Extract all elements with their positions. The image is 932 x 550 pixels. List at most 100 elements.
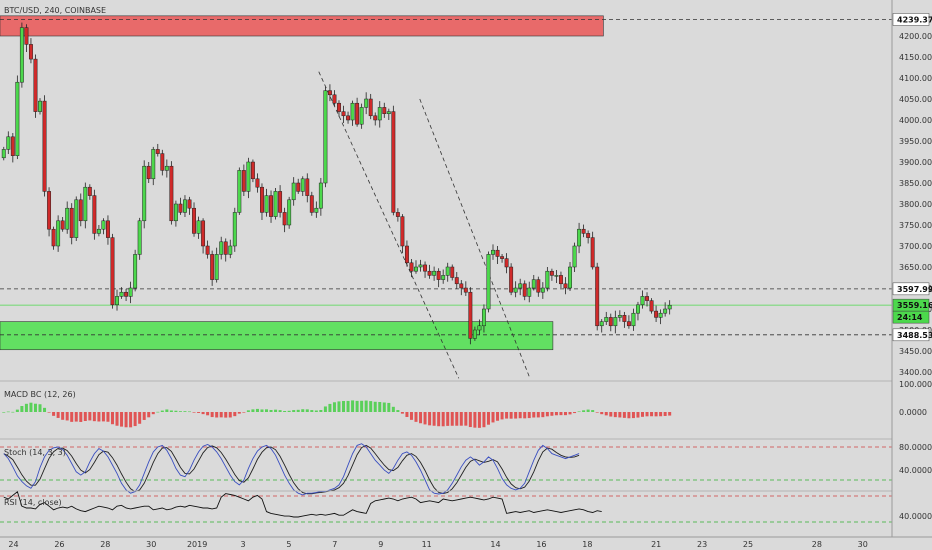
candle [232, 207, 237, 252]
candle-body [106, 220, 110, 238]
candle-body [83, 186, 88, 222]
candle [504, 253, 509, 274]
candle-body [210, 254, 215, 280]
candle [513, 281, 518, 298]
candle-body [246, 161, 251, 192]
candle-body [636, 304, 640, 314]
candle [151, 146, 156, 186]
macd-bar [337, 401, 341, 412]
macd-bar [604, 412, 608, 416]
candle-body [119, 291, 124, 297]
candle-body [631, 312, 636, 327]
date-tick-label: 21 [651, 540, 661, 549]
candle-body [151, 149, 156, 180]
macd-bar [47, 412, 51, 413]
candle [622, 311, 627, 328]
macd-bar [650, 412, 654, 417]
candle-body [599, 321, 604, 327]
macd-bar [346, 400, 350, 412]
macd-bar [260, 409, 264, 412]
candle [92, 189, 97, 240]
candle-body [237, 170, 242, 213]
candle [110, 233, 115, 309]
candle [6, 131, 11, 155]
macd-bar [595, 412, 599, 413]
candle [51, 226, 56, 250]
candle [106, 215, 110, 245]
candle-body [15, 81, 20, 156]
candle-body [513, 287, 518, 293]
candle [463, 281, 468, 296]
date-tick-label: 26 [54, 540, 64, 549]
candle [445, 262, 450, 282]
macd-bar [509, 412, 513, 419]
macd-bar [550, 412, 554, 416]
candle [373, 112, 378, 126]
date-tick-label: 23 [697, 540, 707, 549]
price-tick-label: 3850.00 [899, 179, 932, 188]
candle-body [269, 195, 273, 217]
macd-bar [20, 406, 24, 412]
candle [545, 267, 550, 292]
candle [296, 178, 301, 194]
candle-body [468, 291, 473, 339]
macd-bar [645, 412, 649, 417]
candle [137, 217, 142, 260]
chart-title: BTC/USD, 240, COINBASE [4, 6, 106, 15]
macd-bar [563, 412, 567, 416]
candle-body [87, 186, 92, 196]
price-tick-label: 3950.00 [899, 137, 932, 146]
candle-body [164, 165, 169, 171]
stoch-tick-40: 40.0000 [899, 466, 932, 475]
candle [350, 100, 355, 126]
macd-bar [391, 406, 395, 412]
macd-bar [292, 410, 296, 412]
candle-body [495, 249, 500, 257]
macd-bar [351, 400, 355, 412]
candle [559, 271, 563, 288]
candle [19, 22, 24, 88]
macd-bar [56, 412, 60, 418]
macd-bar [342, 400, 346, 412]
macd-bar [496, 412, 500, 421]
macd-bar [554, 412, 558, 416]
candle [395, 208, 400, 222]
candlesticks [1, 22, 672, 345]
date-axis[interactable]: 24 26 28 30 2019 3 5 7 9 11 14 16 18 21 23 25 28 30 [0, 536, 932, 549]
candle-body [273, 191, 278, 217]
candle-body [155, 149, 160, 154]
candle-body [323, 90, 328, 184]
candle [264, 188, 269, 217]
macd-bar [464, 412, 468, 426]
candle [454, 272, 459, 289]
candle-body [10, 136, 15, 156]
rsi-pane: RSI (14, close) [0, 490, 892, 523]
candle-body [645, 296, 649, 301]
macd-bar [242, 412, 246, 413]
macd-bar [382, 402, 386, 412]
candle [613, 310, 618, 334]
macd-bar [206, 412, 210, 416]
macd-bar [514, 412, 518, 419]
macd-bar [296, 409, 300, 412]
candle-body [287, 199, 292, 226]
candle-body [296, 182, 301, 192]
price-axis[interactable]: 4200.00 4150.00 4100.00 4050.00 4000.00 3950.… [891, 0, 932, 537]
macd-bar [577, 411, 581, 413]
date-tick-label: 14 [490, 540, 500, 549]
macd-bar [224, 412, 228, 418]
price-tick-label: 3450.00 [899, 347, 932, 356]
candle-body [590, 237, 595, 268]
candle [309, 191, 314, 216]
tag-last-price-text: 3559.16 [897, 301, 932, 310]
candle-body [78, 199, 83, 222]
candle-body [486, 254, 491, 310]
macd-bar [278, 410, 282, 412]
macd-bar [532, 412, 536, 418]
macd-bar [70, 412, 74, 422]
candle-body [404, 245, 409, 264]
candle-body [183, 199, 187, 213]
candle-body [545, 270, 550, 289]
candle-body [205, 245, 210, 255]
